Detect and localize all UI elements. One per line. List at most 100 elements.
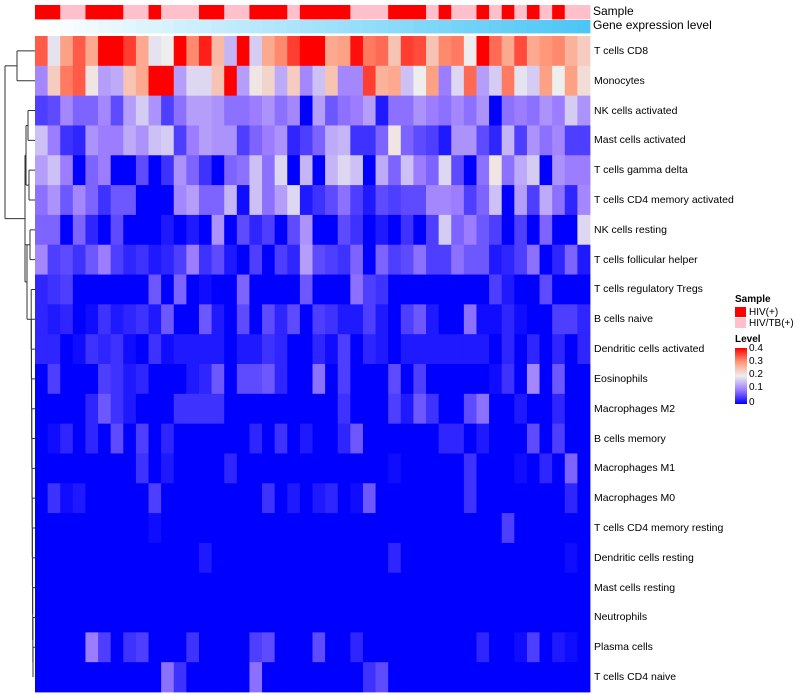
heatmap-cell [224, 483, 238, 514]
gene-expression-cell [35, 20, 49, 34]
heatmap-cell [249, 36, 263, 67]
heatmap-cell [262, 632, 276, 663]
heatmap-cell [577, 244, 591, 275]
heatmap-cell [476, 513, 490, 544]
heatmap-cell [489, 95, 503, 126]
heatmap-cell [161, 185, 175, 216]
heatmap-cell [400, 214, 414, 246]
heatmap-cell [148, 602, 162, 633]
heatmap-cell [186, 244, 200, 275]
heatmap-cell [274, 155, 288, 186]
heatmap-cell [539, 364, 553, 395]
heatmap-cell [35, 274, 49, 305]
heatmap-cell [161, 572, 175, 603]
heatmap-cell [211, 185, 225, 216]
heatmap-cell [577, 125, 591, 156]
heatmap-cell [198, 65, 212, 97]
heatmap-cell [85, 572, 99, 603]
heatmap-cell [224, 334, 238, 365]
heatmap-cell [72, 572, 86, 603]
heatmap-cell [47, 36, 61, 67]
heatmap-cell [388, 274, 402, 305]
heatmap-cell [299, 244, 313, 275]
heatmap-cell [98, 364, 112, 395]
heatmap-cell [60, 125, 74, 156]
heatmap-cell [552, 453, 566, 484]
sample-annotation-cell [224, 5, 238, 20]
heatmap-cell [224, 95, 238, 126]
heatmap-cell [148, 572, 162, 603]
heatmap-cell [198, 393, 212, 425]
heatmap-cell [161, 393, 175, 425]
heatmap-cell [552, 602, 566, 633]
heatmap-cell [388, 602, 402, 633]
colorbar-tick: 0.3 [749, 356, 763, 367]
heatmap-cell [98, 334, 112, 365]
heatmap-cell [98, 65, 112, 97]
heatmap-cell [375, 244, 389, 275]
heatmap-cell [198, 155, 212, 186]
heatmap-cell [224, 185, 238, 216]
heatmap-cell [362, 274, 376, 305]
heatmap-cell [413, 513, 427, 544]
heatmap-cell [110, 185, 124, 216]
legend-label-hiv-tb: HIV/TB(+) [749, 318, 794, 329]
heatmap-cell [514, 274, 528, 305]
heatmap-cell [501, 274, 515, 305]
heatmap-cell [413, 483, 427, 514]
heatmap-cell [72, 632, 86, 663]
heatmap-cell [236, 155, 250, 186]
heatmap-cell [476, 572, 490, 603]
heatmap-cell [135, 483, 149, 514]
heatmap-cell [161, 274, 175, 305]
heatmap-cell [564, 155, 578, 186]
heatmap-cell [186, 334, 200, 365]
heatmap-cell [552, 483, 566, 514]
heatmap-cell [98, 483, 112, 514]
heatmap-cell [400, 304, 414, 335]
heatmap-cell [312, 513, 326, 544]
heatmap-cell [224, 393, 238, 425]
dendrogram-branch [32, 557, 35, 614]
heatmap-cell [110, 572, 124, 603]
heatmap-cell [476, 334, 490, 365]
heatmap-cell [173, 125, 187, 156]
gene-expression-cell [110, 20, 124, 34]
heatmap-cell [526, 602, 540, 633]
heatmap-cell [426, 453, 440, 484]
heatmap-cell [552, 334, 566, 365]
heatmap-cell [325, 393, 339, 425]
heatmap-cell [552, 513, 566, 544]
heatmap-cell [362, 155, 376, 186]
heatmap-cell [98, 572, 112, 603]
dendrogram-branch [29, 229, 35, 261]
heatmap-cell [438, 125, 452, 156]
heatmap-cell [388, 513, 402, 544]
heatmap-cell [564, 632, 578, 663]
heatmap-cell [514, 244, 528, 275]
heatmap-cell [526, 155, 540, 186]
heatmap-cell [299, 95, 313, 126]
heatmap-cell [526, 423, 540, 454]
heatmap-cell [312, 632, 326, 663]
heatmap-cell [375, 125, 389, 156]
heatmap-cell [211, 36, 225, 67]
heatmap-cell [438, 65, 452, 97]
heatmap-cell [400, 244, 414, 275]
heatmap-cell [287, 572, 301, 603]
heatmap-cell [388, 393, 402, 425]
heatmap-cell [552, 155, 566, 186]
heatmap-cell [72, 662, 86, 693]
gene-expression-cell [451, 20, 465, 34]
heatmap-cell [224, 36, 238, 67]
heatmap-cell [173, 423, 187, 454]
heatmap-cell [564, 572, 578, 603]
heatmap-cell [249, 95, 263, 126]
heatmap-cell [35, 453, 49, 484]
heatmap-cell [337, 65, 351, 97]
heatmap-cell [362, 453, 376, 484]
heatmap-cell [325, 36, 339, 67]
heatmap-cell [514, 125, 528, 156]
heatmap-cell [198, 214, 212, 246]
heatmap-cell [438, 155, 452, 186]
